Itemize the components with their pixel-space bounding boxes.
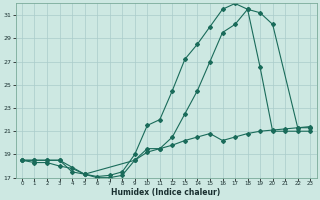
X-axis label: Humidex (Indice chaleur): Humidex (Indice chaleur) xyxy=(111,188,221,197)
